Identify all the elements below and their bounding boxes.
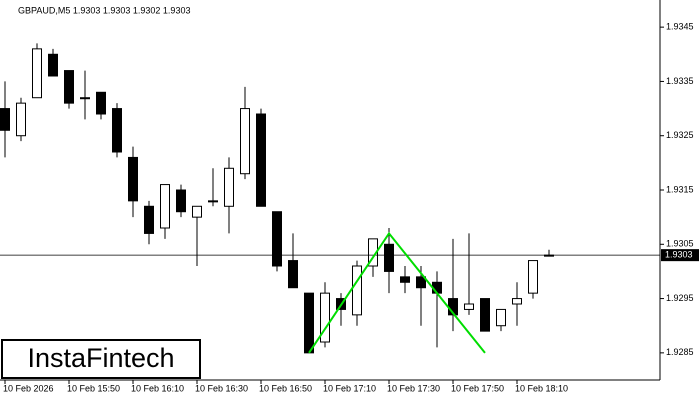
candle-body [0,108,10,131]
candle-body [416,276,426,289]
candle-body [480,298,490,332]
candle-body [160,184,170,229]
candle-body [176,189,186,213]
candle-body [512,298,522,305]
candle-body [32,48,42,99]
candle-body [464,303,474,310]
candle-body [240,108,250,175]
candle-body [144,205,154,234]
candle-body [224,167,234,207]
x-tick-label: 10 Feb 2026 [3,383,54,393]
y-tick-label: 1.9305 [666,239,694,249]
x-tick-label: 10 Feb 17:10 [323,383,376,393]
chart-title: GBPAUD,M5 1.9303 1.9303 1.9302 1.9303 [18,5,190,15]
last-price-label: 1.9303 [665,250,693,260]
candle-body [320,292,330,343]
logo-box [1,339,201,379]
candle-body [352,265,362,316]
last-price-box [661,249,699,262]
y-tick-label: 1.9345 [666,22,694,32]
candle-body [496,308,506,327]
candle-body [272,211,282,267]
y-tick-label: 1.9285 [666,347,694,357]
candle-body [128,156,138,202]
x-tick-label: 10 Feb 16:10 [131,383,184,393]
candle-body [192,205,202,218]
x-tick-label: 10 Feb 17:30 [387,383,440,393]
candle-body [48,53,58,77]
candle-body [384,243,394,272]
candle-body [256,113,266,207]
candle-body [96,91,106,115]
candle-body [112,108,122,153]
candle-body [368,238,378,267]
y-tick-label: 1.9295 [666,293,694,303]
candle-body [400,276,410,283]
pattern-line [308,231,486,354]
logo: InstaFintech [27,343,174,373]
candle-body [304,292,314,354]
candle-body [16,102,26,137]
x-tick-label: 10 Feb 15:50 [67,383,120,393]
x-tick-label: 10 Feb 16:50 [259,383,312,393]
y-tick-label: 1.9335 [666,76,694,86]
x-tick-label: 10 Feb 17:50 [451,383,504,393]
candle-body [64,70,74,104]
y-tick-label: 1.9315 [666,184,694,194]
y-tick-label: 1.9325 [666,130,694,140]
candle-body [208,200,218,203]
candle-body [80,97,90,100]
x-tick-label: 10 Feb 18:10 [515,383,568,393]
x-tick-label: 10 Feb 16:30 [195,383,248,393]
candle-body [288,260,298,289]
candle-body [528,260,538,294]
